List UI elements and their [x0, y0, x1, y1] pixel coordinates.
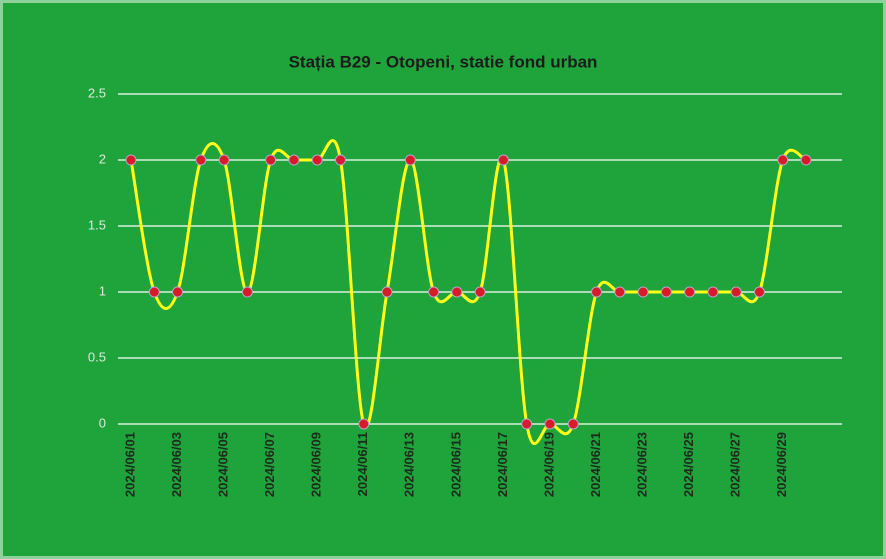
marker — [451, 286, 463, 298]
y-tick-label: 1 — [99, 283, 106, 298]
marker — [218, 154, 230, 166]
marker — [497, 154, 509, 166]
x-tick-label: 2024/06/21 — [588, 432, 603, 497]
x-tick-label: 2024/06/15 — [448, 432, 463, 497]
marker — [614, 286, 626, 298]
marker — [265, 154, 277, 166]
marker — [800, 154, 812, 166]
x-tick-label: 2024/06/05 — [216, 432, 231, 497]
line — [129, 139, 807, 445]
y-tick-label: 2 — [99, 151, 106, 166]
x-tick-label: 2024/06/13 — [402, 432, 417, 497]
marker — [474, 286, 486, 298]
marker — [544, 418, 556, 430]
x-tick-label: 2024/06/29 — [774, 432, 789, 497]
marker — [753, 286, 765, 298]
marker — [591, 286, 603, 298]
marker — [125, 154, 137, 166]
marker — [195, 154, 207, 166]
y-tick-label: 0 — [99, 415, 106, 430]
x-tick-label: 2024/06/03 — [169, 432, 184, 497]
marker — [358, 418, 370, 430]
marker — [148, 286, 160, 298]
x-tick-label: 2024/06/19 — [541, 432, 556, 497]
marker — [334, 154, 346, 166]
marker — [567, 418, 579, 430]
x-tick-label: 2024/06/23 — [635, 432, 650, 497]
marker — [311, 154, 323, 166]
marker — [404, 154, 416, 166]
marker — [521, 418, 533, 430]
x-tick-label: 2024/06/11 — [355, 432, 370, 496]
y-tick-label: 0.5 — [88, 349, 106, 364]
x-tick-label: 2024/06/07 — [262, 432, 277, 497]
marker — [707, 286, 719, 298]
chart-title: Stația B29 - Otopeni, statie fond urban — [289, 52, 598, 71]
marker — [381, 286, 393, 298]
marker — [428, 286, 440, 298]
x-tick-label: 2024/06/17 — [495, 432, 510, 497]
marker — [241, 286, 253, 298]
marker — [172, 286, 184, 298]
y-tick-label: 2.5 — [88, 85, 106, 100]
x-tick-label: 2024/06/01 — [122, 432, 137, 497]
x-tick-label: 2024/06/25 — [681, 432, 696, 497]
marker — [637, 286, 649, 298]
x-tick-label: 2024/06/09 — [309, 432, 324, 497]
marker — [288, 154, 300, 166]
marker — [660, 286, 672, 298]
marker — [730, 286, 742, 298]
marker — [684, 286, 696, 298]
x-tick-label: 2024/06/27 — [728, 432, 743, 497]
y-tick-label: 1.5 — [88, 217, 106, 232]
marker — [777, 154, 789, 166]
